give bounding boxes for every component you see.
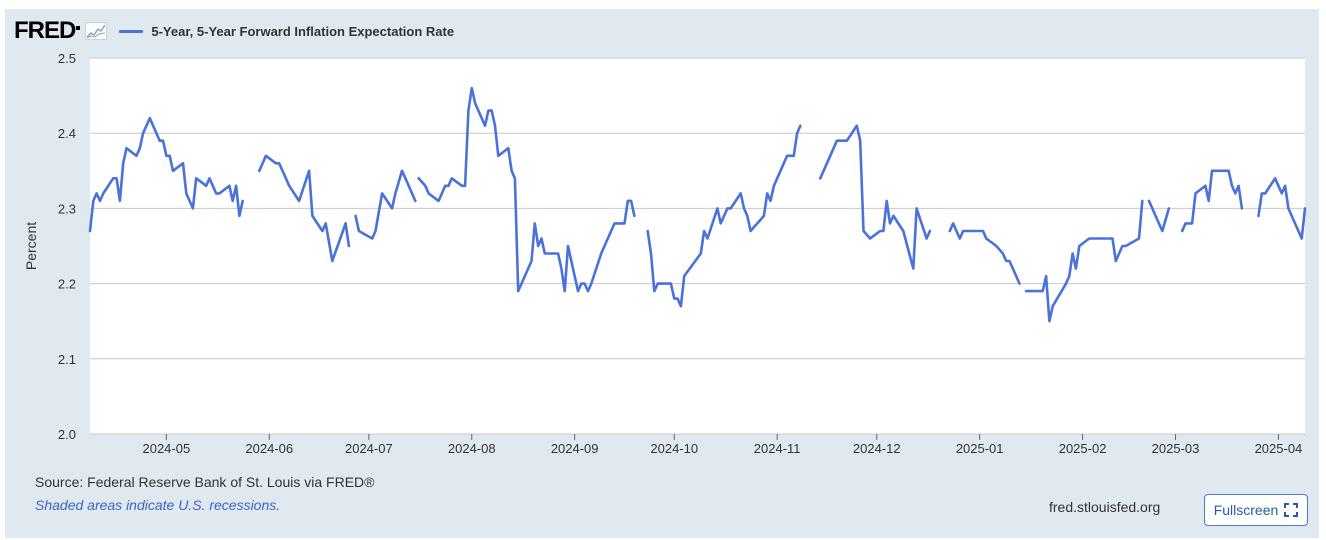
x-tick-label: 2024-07 bbox=[345, 441, 393, 456]
plot-area bbox=[90, 58, 1305, 434]
x-tick-label: 2024-08 bbox=[448, 441, 496, 456]
x-tick-label: 2024-10 bbox=[650, 441, 698, 456]
fred-logo-dot bbox=[76, 26, 81, 30]
x-tick-label: 2024-12 bbox=[853, 441, 901, 456]
y-tick-label: 2.5 bbox=[58, 51, 76, 66]
x-tick-label: 2025-01 bbox=[956, 441, 1004, 456]
series-line-segment bbox=[88, 116, 244, 233]
y-tick-label: 2.0 bbox=[58, 427, 76, 442]
legend-swatch bbox=[119, 29, 144, 33]
x-tick-label: 2025-04 bbox=[1255, 441, 1303, 456]
y-tick-label: 2.3 bbox=[58, 201, 76, 216]
expand-corners-icon bbox=[1284, 503, 1299, 517]
fullscreen-button[interactable]: Fullscreen bbox=[1204, 494, 1308, 526]
series-line-segment bbox=[257, 154, 351, 263]
chart-svg: 2.0 2.1 2.2 2.3 2.4 2.5 Percent 2024-05 2024-06 2… bbox=[23, 51, 1307, 456]
recession-note: Shaded areas indicate U.S. recessions. bbox=[35, 497, 281, 513]
y-tick-label: 2.1 bbox=[58, 352, 76, 367]
series-line-segment bbox=[818, 124, 932, 270]
legend-series-label[interactable]: 5-Year, 5-Year Forward Inflation Expecta… bbox=[151, 23, 455, 39]
y-axis-label: Percent bbox=[23, 222, 39, 270]
series-line-segment bbox=[948, 222, 1021, 285]
site-link[interactable]: fred.stlouisfed.org bbox=[1049, 499, 1161, 515]
source-note: Source: Federal Reserve Bank of St. Loui… bbox=[35, 474, 375, 490]
x-tick-label: 2024-06 bbox=[245, 441, 293, 456]
y-tick-label: 2.4 bbox=[58, 126, 76, 141]
y-tick-label: 2.2 bbox=[58, 277, 76, 292]
series-line-segment bbox=[1180, 169, 1244, 233]
x-tick-label: 2024-11 bbox=[754, 441, 801, 456]
series-line-segment bbox=[1024, 199, 1144, 323]
series-line-segment bbox=[646, 124, 802, 308]
fullscreen-label: Fullscreen bbox=[1213, 502, 1279, 518]
x-tick-label: 2024-05 bbox=[142, 441, 190, 456]
x-tick-label: 2025-02 bbox=[1059, 441, 1107, 456]
series-line-segment bbox=[417, 86, 636, 293]
x-tick-label: 2025-03 bbox=[1152, 441, 1200, 456]
trend-graph-icon bbox=[85, 22, 108, 40]
chart-header: FRED 5-Year, 5-Year Forward Inflation Ex… bbox=[14, 18, 454, 44]
series-line-segment bbox=[354, 169, 417, 240]
x-tick-label: 2024-09 bbox=[551, 441, 599, 456]
series-line-segment bbox=[1257, 177, 1307, 240]
series-line-segment bbox=[1147, 199, 1171, 233]
fred-logo[interactable]: FRED bbox=[14, 17, 76, 44]
